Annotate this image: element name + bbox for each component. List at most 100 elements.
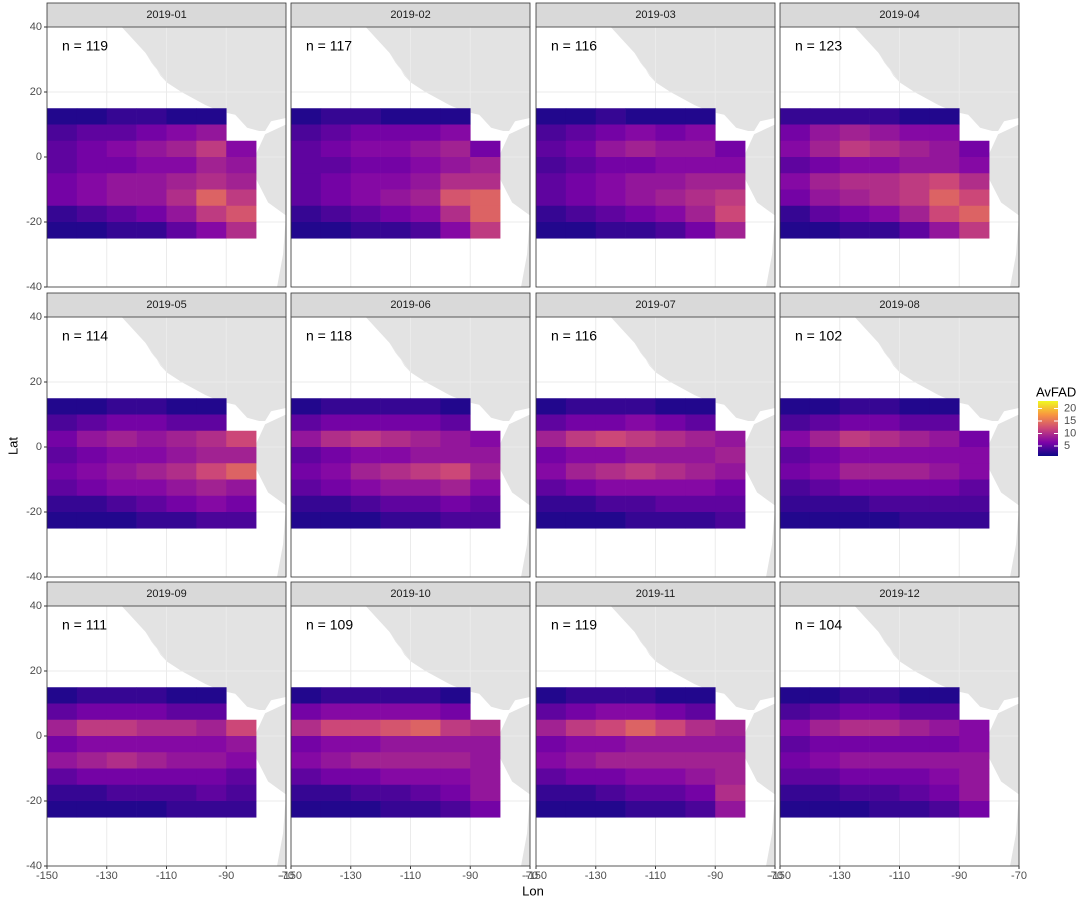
heat-cell [959,430,990,448]
heat-cell [899,447,930,464]
x-tick-label: -70 [767,870,783,882]
y-tick-label: 20 [30,376,42,388]
heat-cell [959,752,990,769]
heat-cell [440,512,471,529]
heat-cell [470,768,501,786]
heat-cell [655,414,686,432]
heat-cell [929,398,960,415]
heat-cell [410,414,441,432]
heat-cell [166,479,197,497]
heat-cell [625,222,656,239]
heat-cell [595,463,626,480]
heat-cell [291,703,322,721]
heat-cell [565,801,597,818]
land [497,124,530,287]
heat-cell [440,687,471,704]
panel-border [779,316,1020,578]
heat-cell [320,447,352,464]
heat-cell [655,173,686,190]
heat-cell [136,157,167,174]
heat-cell [76,479,108,497]
heat-cell [869,463,900,480]
heat-cell [959,140,990,158]
heat-cell [350,687,381,704]
heat-cell [685,124,716,142]
land [121,317,286,421]
heat-cell [136,719,167,737]
land [497,414,530,577]
heat-cell [106,222,137,239]
heat-cell [839,447,870,464]
heat-cell [869,801,900,818]
heat-cell [536,430,567,448]
heat-cell [655,687,686,704]
heat-cell [470,801,501,818]
heat-cell [196,140,227,158]
heat-cell [809,495,841,513]
heat-cell [350,140,381,158]
heat-cell [380,414,411,432]
heat-cell [440,157,471,174]
facet-strip [535,292,776,318]
heat-cell [196,736,227,753]
panel-border [46,26,287,288]
heat-cell [76,801,108,818]
heat-cell [196,157,227,174]
heat-cell [380,398,411,415]
y-tick-label: 20 [30,665,42,677]
heat-cell [76,703,108,721]
heat-cell [565,752,597,769]
colorbar-label: 10 [1064,427,1076,439]
heat-cell [196,189,227,207]
heat-cell [959,801,990,818]
heat-cell [196,398,227,415]
heat-cell [595,512,626,529]
heat-cell [595,736,626,753]
heat-cell [166,463,197,480]
heat-cell [410,463,441,480]
heat-cell [106,157,137,174]
heat-cell [595,189,626,207]
heat-cell [595,414,626,432]
heat-cell [106,205,137,223]
heat-cell [470,157,501,174]
heat-cell [350,173,381,190]
heat-cell [780,495,811,513]
heat-cell [780,801,811,818]
heat-cell [595,222,626,239]
heat-cell [655,463,686,480]
heat-cell [320,719,352,737]
heat-cell [809,430,841,448]
heat-cell [536,189,567,207]
heat-cell [440,189,471,207]
heat-cell [839,189,870,207]
heat-cell [166,752,197,769]
heat-cell [565,430,597,448]
colorbar-label: 20 [1064,402,1076,414]
heat-cell [106,703,137,721]
heat-cell [869,736,900,753]
heat-cell [226,719,257,737]
heat-cell [350,768,381,786]
heat-cell [320,801,352,818]
heat-cell [291,124,322,142]
heat-cell [47,414,78,432]
facet-title: 2019-05 [146,299,186,311]
heat-cell [440,495,471,513]
heat-cell [809,752,841,769]
heat-cell [166,414,197,432]
land [253,703,286,866]
panel-border [46,605,287,867]
heat-cell [196,719,227,737]
heat-cell [196,495,227,513]
land [986,414,1019,577]
heat-cell [929,703,960,721]
heat-cell [76,157,108,174]
heat-cell [320,736,352,753]
heat-cell [47,205,78,223]
heat-cell [655,430,686,448]
heat-cell [320,479,352,497]
heat-cell [470,752,501,769]
heat-cell [959,189,990,207]
heat-cell [625,205,656,223]
